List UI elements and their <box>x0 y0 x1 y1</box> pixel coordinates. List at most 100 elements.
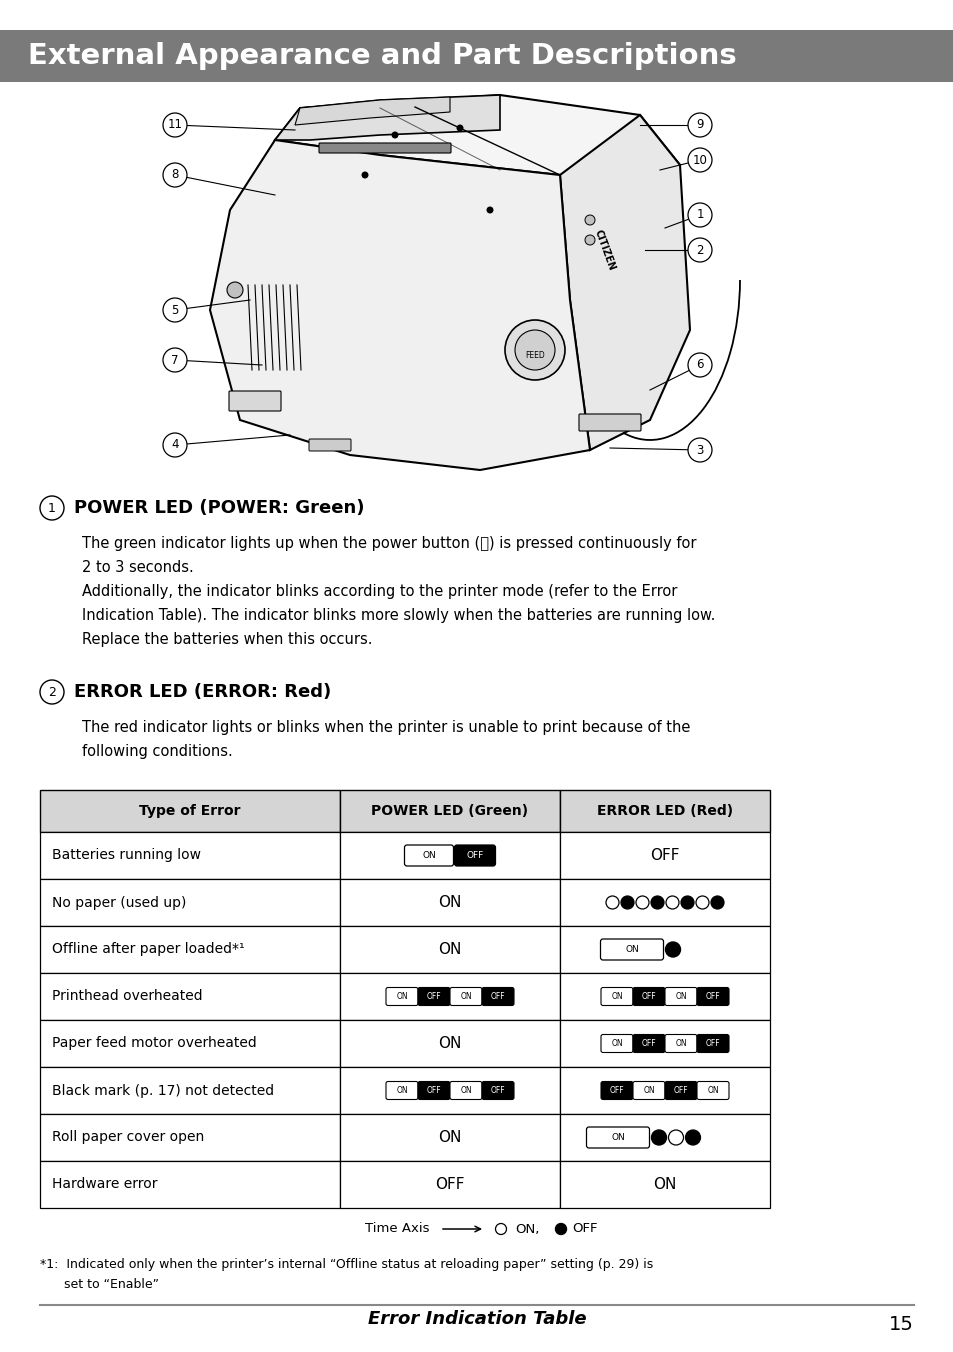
Circle shape <box>687 203 711 227</box>
Text: OFF: OFF <box>673 1086 688 1095</box>
Bar <box>339 1019 559 1067</box>
Bar <box>40 790 339 831</box>
Circle shape <box>687 147 711 172</box>
FancyBboxPatch shape <box>633 987 664 1006</box>
Bar <box>40 1161 339 1207</box>
Bar <box>339 879 559 926</box>
Bar <box>339 973 559 1019</box>
Text: 9: 9 <box>696 119 703 131</box>
Bar <box>339 831 559 879</box>
Bar <box>339 1114 559 1161</box>
FancyBboxPatch shape <box>664 1034 697 1052</box>
Text: ON: ON <box>395 992 407 1000</box>
Polygon shape <box>559 115 689 450</box>
FancyBboxPatch shape <box>599 940 662 960</box>
Text: 6: 6 <box>696 358 703 372</box>
Text: Paper feed motor overheated: Paper feed motor overheated <box>52 1037 256 1051</box>
Circle shape <box>163 114 187 137</box>
FancyBboxPatch shape <box>450 1082 481 1099</box>
FancyBboxPatch shape <box>633 1082 664 1099</box>
Circle shape <box>361 172 368 178</box>
Circle shape <box>163 347 187 372</box>
Text: ON: ON <box>706 1086 718 1095</box>
Bar <box>559 1114 769 1161</box>
Text: ON: ON <box>437 1130 461 1145</box>
Circle shape <box>163 297 187 322</box>
Text: 10: 10 <box>692 154 707 166</box>
Text: POWER LED (POWER: Green): POWER LED (POWER: Green) <box>74 499 364 516</box>
Bar <box>339 1067 559 1114</box>
Text: ON: ON <box>675 1038 686 1048</box>
FancyBboxPatch shape <box>697 987 728 1006</box>
Circle shape <box>650 896 663 909</box>
Text: ON: ON <box>611 1133 624 1142</box>
Text: FEED: FEED <box>524 350 544 360</box>
Polygon shape <box>210 141 589 470</box>
Text: 5: 5 <box>172 303 178 316</box>
Text: Offline after paper loaded*¹: Offline after paper loaded*¹ <box>52 942 244 956</box>
FancyBboxPatch shape <box>481 1082 514 1099</box>
Circle shape <box>391 131 398 138</box>
Text: Time Axis: Time Axis <box>365 1222 429 1236</box>
FancyBboxPatch shape <box>386 1082 417 1099</box>
Circle shape <box>665 896 679 909</box>
Text: ON: ON <box>642 1086 654 1095</box>
Bar <box>559 831 769 879</box>
FancyBboxPatch shape <box>578 414 640 431</box>
Text: The red indicator lights or blinks when the printer is unable to print because o: The red indicator lights or blinks when … <box>82 721 690 735</box>
Circle shape <box>651 1130 666 1145</box>
Text: 8: 8 <box>172 169 178 181</box>
Circle shape <box>504 320 564 380</box>
Bar <box>40 926 339 973</box>
Circle shape <box>620 896 634 909</box>
Text: 3: 3 <box>696 443 703 457</box>
Bar <box>40 1114 339 1161</box>
Circle shape <box>584 215 595 224</box>
FancyBboxPatch shape <box>0 30 953 82</box>
Text: ON: ON <box>437 895 461 910</box>
Circle shape <box>685 1130 700 1145</box>
Circle shape <box>680 896 693 909</box>
Circle shape <box>227 283 243 297</box>
Text: OFF: OFF <box>650 848 679 863</box>
Text: OFF: OFF <box>705 992 720 1000</box>
Text: OFF: OFF <box>426 1086 441 1095</box>
Circle shape <box>710 896 723 909</box>
Text: OFF: OFF <box>490 992 505 1000</box>
Text: ON: ON <box>675 992 686 1000</box>
FancyBboxPatch shape <box>664 987 697 1006</box>
Bar <box>339 790 559 831</box>
FancyBboxPatch shape <box>697 1034 728 1052</box>
Text: External Appearance and Part Descriptions: External Appearance and Part Description… <box>28 42 736 70</box>
FancyBboxPatch shape <box>404 845 453 867</box>
Text: 1: 1 <box>48 502 56 515</box>
Text: ON: ON <box>459 992 472 1000</box>
Text: 4: 4 <box>172 438 178 452</box>
Text: No paper (used up): No paper (used up) <box>52 895 186 910</box>
Polygon shape <box>274 95 499 141</box>
FancyBboxPatch shape <box>664 1082 697 1099</box>
Text: OFF: OFF <box>705 1038 720 1048</box>
Text: 2 to 3 seconds.: 2 to 3 seconds. <box>82 560 193 575</box>
Circle shape <box>40 496 64 521</box>
Text: OFF: OFF <box>435 1178 464 1192</box>
Text: CITIZEN: CITIZEN <box>593 228 617 272</box>
Text: Black mark (p. 17) not detected: Black mark (p. 17) not detected <box>52 1083 274 1098</box>
Circle shape <box>163 433 187 457</box>
Text: 2: 2 <box>696 243 703 257</box>
Circle shape <box>668 1130 682 1145</box>
Text: Printhead overheated: Printhead overheated <box>52 990 202 1003</box>
Circle shape <box>605 896 618 909</box>
Text: ERROR LED (Red): ERROR LED (Red) <box>597 804 732 818</box>
Circle shape <box>486 207 493 214</box>
Bar <box>339 926 559 973</box>
Bar <box>40 973 339 1019</box>
Text: Error Indication Table: Error Indication Table <box>367 1310 586 1328</box>
Text: following conditions.: following conditions. <box>82 744 233 758</box>
Bar <box>40 831 339 879</box>
Text: 2: 2 <box>48 685 56 699</box>
Text: OFF: OFF <box>641 992 656 1000</box>
Text: 11: 11 <box>168 119 182 131</box>
FancyBboxPatch shape <box>229 391 281 411</box>
Text: ON: ON <box>624 945 639 955</box>
